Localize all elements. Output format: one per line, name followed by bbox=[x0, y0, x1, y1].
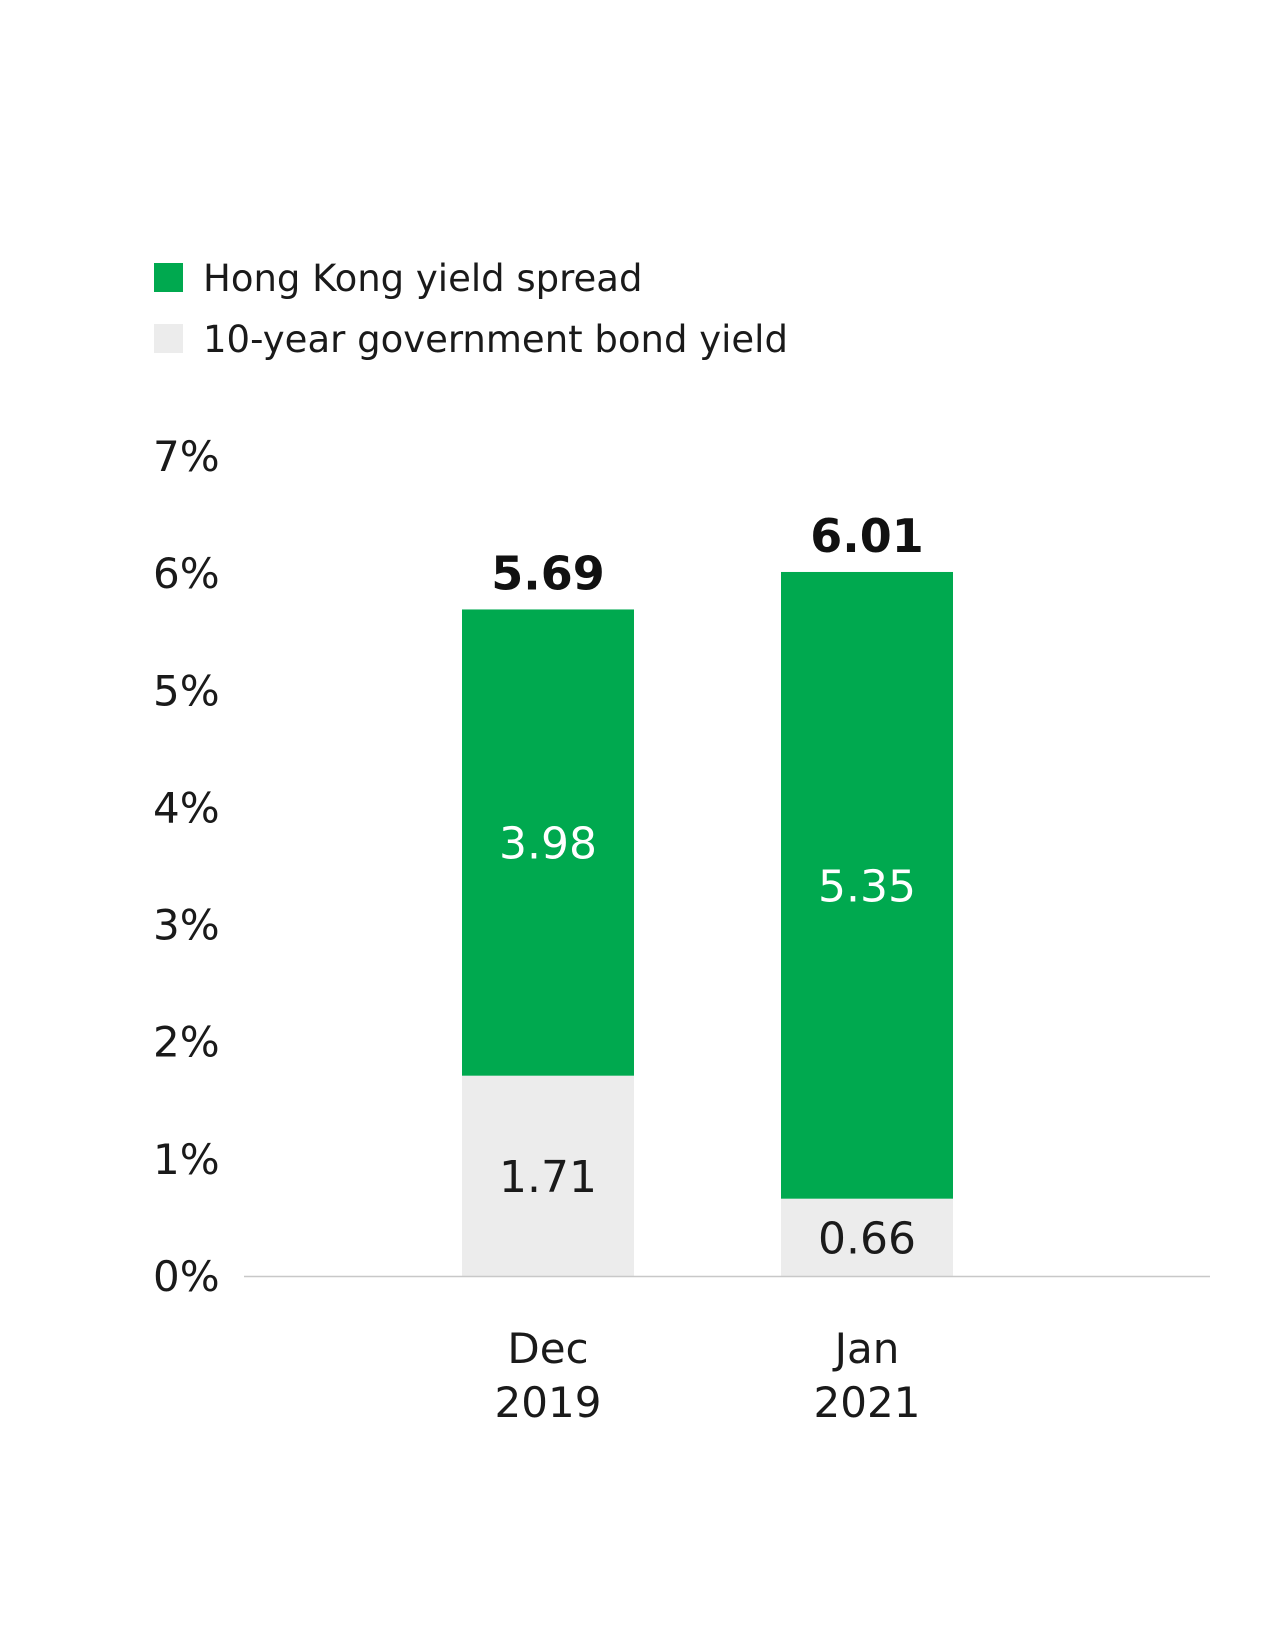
bar-segment-bond-yield bbox=[781, 1198, 953, 1276]
y-tick-label: 4% bbox=[153, 783, 220, 832]
y-tick-label: 6% bbox=[153, 549, 220, 598]
segment-value-label: 3.98 bbox=[499, 819, 597, 870]
segment-value-label: 0.66 bbox=[818, 1213, 916, 1264]
y-axis: 0% 1% 2% 3% 4% 5% 6% 7% bbox=[153, 432, 220, 1301]
y-tick-label: 0% bbox=[153, 1252, 220, 1301]
segment-value-label: 1.71 bbox=[499, 1152, 597, 1203]
x-category-label: 2021 bbox=[814, 1378, 921, 1427]
legend-swatch-spread bbox=[154, 263, 183, 292]
bars: 1.71 3.98 5.69 0.66 5.35 6.01 bbox=[462, 509, 953, 1276]
x-category-label: Jan bbox=[832, 1324, 900, 1373]
x-category-label: 2019 bbox=[495, 1378, 602, 1427]
y-tick-label: 1% bbox=[153, 1135, 220, 1184]
y-tick-label: 2% bbox=[153, 1018, 220, 1067]
bar-segment-spread bbox=[462, 609, 634, 1076]
legend-label-bond-yield: 10-year government bond yield bbox=[203, 318, 788, 361]
total-value-label: 5.69 bbox=[491, 546, 605, 600]
y-tick-label: 7% bbox=[153, 432, 220, 481]
x-axis: Dec 2019 Jan 2021 bbox=[244, 1275, 1210, 1427]
total-value-label: 6.01 bbox=[810, 509, 924, 563]
bar-segment-bond-yield bbox=[462, 1075, 634, 1276]
y-tick-label: 3% bbox=[153, 901, 220, 950]
bar-segment-spread bbox=[781, 571, 953, 1199]
legend-label-spread: Hong Kong yield spread bbox=[203, 257, 642, 300]
legend-swatch-bond-yield bbox=[154, 324, 183, 353]
x-category-label: Dec bbox=[507, 1324, 588, 1373]
segment-value-label: 5.35 bbox=[818, 861, 916, 912]
y-tick-label: 5% bbox=[153, 666, 220, 715]
legend: Hong Kong yield spread 10-year government… bbox=[154, 257, 788, 361]
